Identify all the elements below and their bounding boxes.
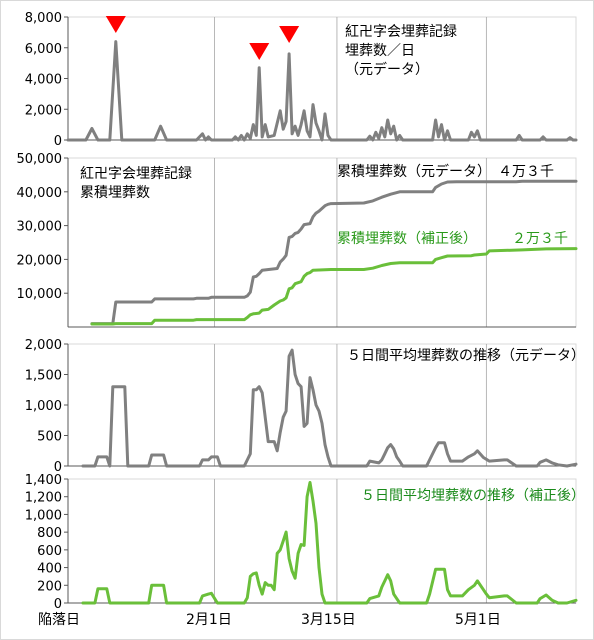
x-tick-label-3: 5月1日 (455, 612, 501, 628)
panel-title-line-2: （元データ） (345, 61, 429, 78)
peak-marker-3 (279, 26, 300, 43)
chart-panel-1: 0 2,000 4,000 6,000 8,000 紅卍字会埋葬記録埋葬数／日 （元データ） (25, 11, 578, 149)
y-tick-label-3: 6,000 (25, 42, 62, 57)
y-tick-label-5: 1,000 (25, 508, 62, 523)
panel-title: 紅卍字会埋葬記録埋葬数／日 （元データ） (345, 23, 457, 78)
y-tick-label-2: 30,000 (17, 220, 63, 235)
series-line-1 (90, 179, 578, 326)
series-value-label-2: ２万３千 (512, 231, 568, 247)
y-tick-label-3: 40,000 (17, 186, 63, 201)
y-tick-label-7: 1,400 (25, 473, 62, 488)
y-tick-label-0: 0 (54, 134, 62, 149)
y-tick-label-2: 1,000 (25, 399, 62, 414)
y-tick-label-1: 20,000 (17, 253, 63, 268)
series-line-1 (81, 481, 578, 605)
x-tick-label-0: 陥落日 (38, 611, 80, 628)
y-tick-label-2: 4,000 (25, 73, 62, 88)
panel-title: 紅卍字会埋葬記録累積埋葬数 (80, 165, 192, 201)
y-tick-label-0: 0 (54, 597, 62, 612)
panel-title-line-0: 紅卍字会埋葬記録 (80, 165, 192, 182)
x-tick-label-2: 3月15日 (301, 612, 356, 628)
y-tick-label-4: 800 (37, 526, 62, 541)
series-label-1: 累積埋葬数（元データ） ４万３千 (337, 163, 554, 180)
series-line-1 (81, 348, 578, 468)
y-tick-label-0: 10,000 (17, 287, 63, 302)
series-line-2 (90, 247, 578, 326)
chart-panels: 02,0004,0006,0008,000紅卍字会埋葬記録埋葬数／日（元データ）… (17, 11, 586, 612)
y-tick-label-4: 8,000 (25, 11, 62, 26)
y-tick-label-4: 2,000 (25, 338, 62, 353)
y-tick-label-3: 600 (37, 544, 62, 559)
panel-title: ５日間平均埋葬数の推移（元データ） (347, 347, 585, 364)
peak-marker-2 (249, 43, 270, 60)
y-tick-label-6: 1,200 (25, 491, 62, 506)
panel-title-line-1: 埋葬数／日 (345, 43, 415, 59)
chart-panel-2: 10,00020,00030,00040,00050,000紅卍字会埋葬記録累積… (17, 152, 578, 328)
peak-marker-1 (105, 16, 126, 33)
y-tick-label-1: 500 (37, 430, 62, 445)
y-tick-label-0: 0 (54, 460, 62, 475)
y-tick-label-1: 200 (37, 579, 62, 594)
series-line-1 (66, 40, 578, 142)
panel-title: ５日間平均埋葬数の推移（補正後） (361, 488, 585, 504)
y-tick-label-1: 2,000 (25, 103, 62, 118)
y-tick-label-3: 1,500 (25, 369, 62, 384)
x-tick-label-1: 2月1日 (186, 612, 232, 628)
y-tick-label-4: 50,000 (17, 152, 63, 167)
y-tick-label-2: 400 (37, 562, 62, 577)
chart-panel-3: 0 500 1,000 1,500 2,000 ５日間平均埋葬数の推移（元データ） (25, 338, 585, 475)
panel-title-line-0: 紅卍字会埋葬記録 (345, 23, 457, 40)
panel-title-line-1: 累積埋葬数 (80, 185, 150, 201)
x-axis: 陥落日 2月1日 3月15日 5月1日 (38, 611, 501, 628)
series-label-2: 累積埋葬数（補正後） (337, 231, 477, 247)
panel-title-line-0: ５日間平均埋葬数の推移（元データ） (347, 347, 585, 364)
panel-title-line-0: ５日間平均埋葬数の推移（補正後） (361, 488, 585, 504)
chart-panel-4: 0 200 400 600 800 1,000 1,200 1,400 ５日間平均埋葬数の推移（… (25, 473, 585, 612)
